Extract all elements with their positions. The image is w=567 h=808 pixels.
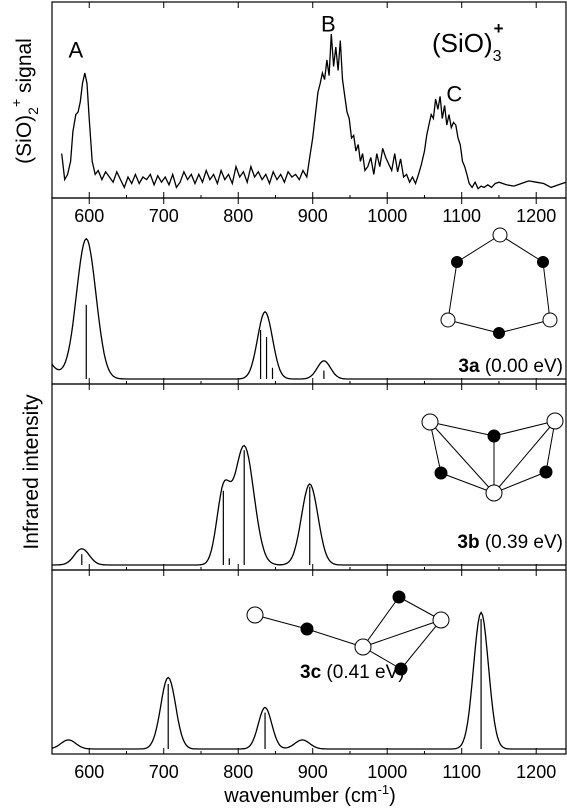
- atom-si: [485, 484, 503, 502]
- spectrum-line-3b: [52, 444, 566, 566]
- x-tick-label: 1000: [367, 206, 407, 226]
- x-tick-label: 800: [223, 762, 253, 782]
- infrared-intensity-ylabel: Infrared intensity: [20, 394, 43, 550]
- x-tick-label: 900: [298, 206, 328, 226]
- spectrum-line-3c: [51, 611, 566, 750]
- atom-o: [487, 429, 501, 443]
- structure-3b-diagram: [421, 412, 564, 502]
- isomer-3a-label: 3a (0.00 eV): [458, 356, 563, 377]
- atom-o: [451, 256, 463, 268]
- atom-o: [394, 662, 408, 676]
- peak-label-A: A: [68, 37, 83, 62]
- x-tick-label: 1100: [442, 762, 481, 782]
- atom-o: [539, 465, 553, 479]
- atom-o: [300, 622, 314, 636]
- x-tick-label: 900: [298, 762, 328, 782]
- spectrum-line-3a: [51, 237, 566, 380]
- atom-o: [392, 590, 406, 604]
- structure-3c-diagram: [246, 590, 450, 676]
- atom-si: [542, 312, 558, 328]
- x-tick-label: 700: [149, 762, 179, 782]
- isomer-3c-label: 3c (0.41 eV): [300, 662, 405, 683]
- x-tick-label: 600: [74, 206, 104, 226]
- x-tick-label: 1200: [516, 206, 556, 226]
- x-tick-label: 700: [149, 206, 179, 226]
- atom-si: [421, 413, 439, 431]
- isomer-3b-label: 3b (0.39 eV): [457, 532, 563, 553]
- atom-o: [537, 256, 549, 268]
- atom-si: [492, 227, 508, 243]
- panel-frame-3c: [51, 569, 567, 755]
- x-tick-label: 1200: [516, 762, 556, 782]
- x-tick-label: 1000: [367, 762, 407, 782]
- atom-si: [354, 638, 372, 656]
- x-tick-label: 600: [74, 762, 104, 782]
- peak-label-C: C: [446, 82, 462, 107]
- x-tick-label: 1100: [442, 206, 481, 226]
- peak-label-B: B: [321, 11, 336, 36]
- structure-3a-diagram: [440, 227, 558, 339]
- spectrum-line-experiment: [61, 33, 567, 190]
- x-tick-label: 800: [223, 206, 253, 226]
- atom-si: [440, 312, 456, 328]
- atom-o: [434, 466, 448, 480]
- atom-si: [246, 606, 264, 624]
- experiment-ylabel: (SiO)2+ signal: [8, 38, 41, 164]
- atom-o: [493, 327, 505, 339]
- species-label: (SiO)3+: [432, 19, 504, 65]
- atom-si: [432, 611, 450, 629]
- atom-si: [546, 412, 564, 430]
- x-axis-label: wavenumber (cm-1): [223, 782, 396, 807]
